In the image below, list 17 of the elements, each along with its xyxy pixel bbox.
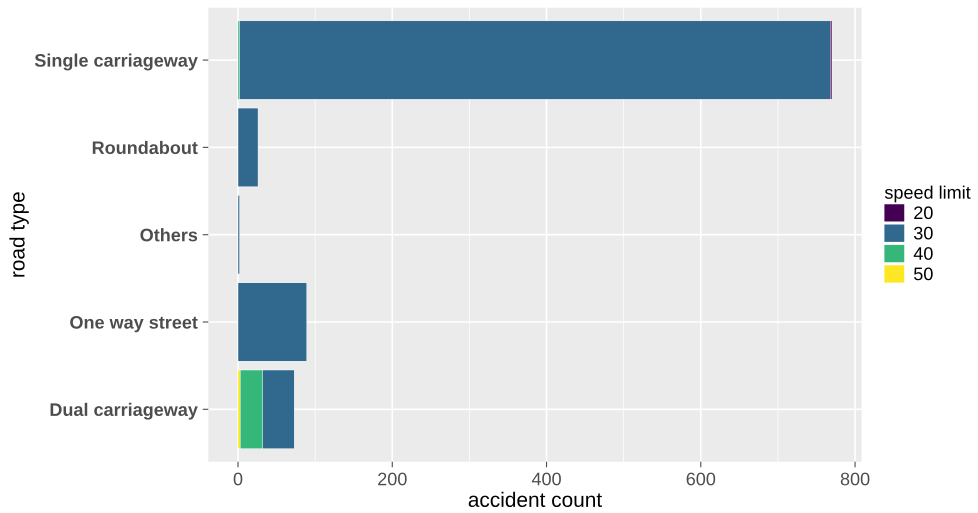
legend-label: 20 [914, 206, 933, 220]
y-tick-label: One way street [70, 316, 198, 332]
x-tick-label: 800 [840, 472, 870, 486]
x-axis-title: accident count [468, 492, 602, 508]
y-axis-title: road type [9, 192, 29, 277]
y-tick-label: Roundabout [92, 140, 198, 154]
legend-label: 30 [914, 226, 933, 240]
y-tick-label: Others [140, 228, 198, 242]
y-tick-label: Dual carriageway [50, 402, 198, 420]
x-tick-label: 0 [234, 472, 242, 486]
x-tick-label: 200 [378, 472, 407, 486]
y-tick-label: Single carriageway [34, 54, 198, 70]
legend-label: 40 [914, 247, 933, 260]
legend-label: 50 [914, 267, 933, 280]
legend-title: speed limit [884, 186, 971, 202]
x-tick-label: 600 [686, 472, 716, 486]
x-tick-label: 400 [532, 472, 561, 486]
